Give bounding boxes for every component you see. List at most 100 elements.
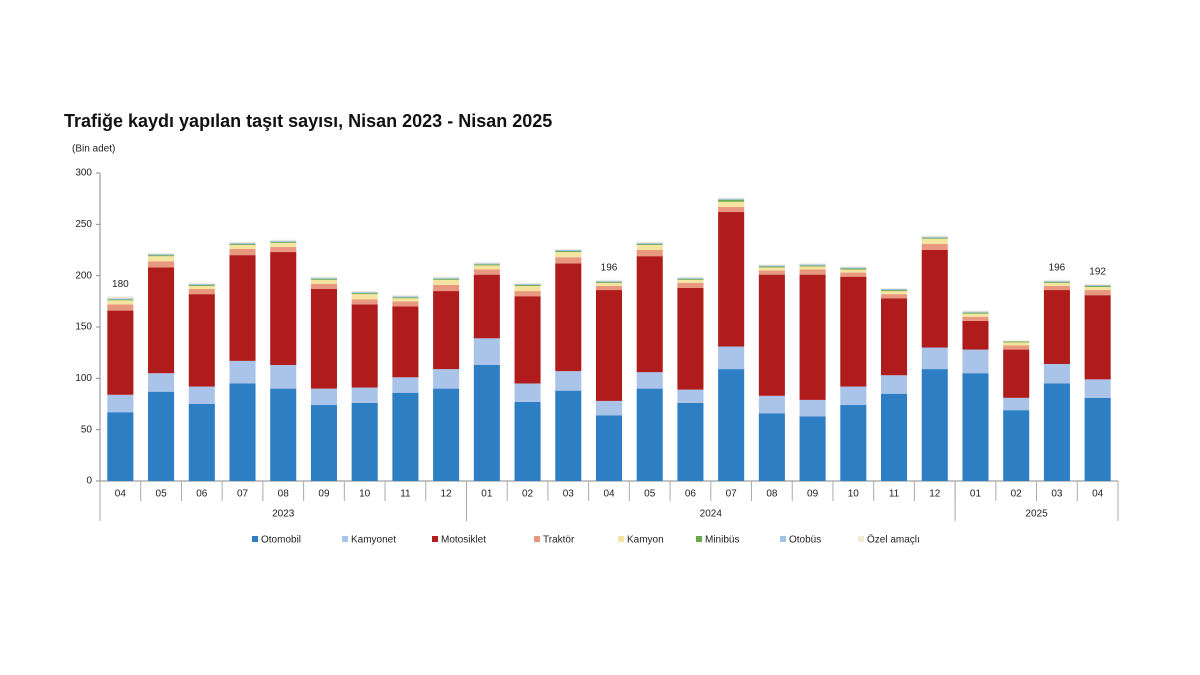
bar-segment — [107, 299, 134, 301]
bar-segment — [514, 284, 541, 286]
bar-segment — [636, 250, 663, 257]
legend-label: Motosiklet — [441, 535, 486, 546]
bar-segment — [270, 252, 297, 365]
bar-segment — [840, 268, 867, 270]
y-tick-label: 150 — [75, 322, 92, 333]
bar-segment — [351, 293, 378, 295]
bar-segment — [1003, 349, 1030, 398]
bar-segment — [758, 267, 785, 271]
bar-segment — [270, 242, 297, 247]
bar-segment — [840, 386, 867, 406]
bar-segment — [636, 388, 663, 481]
bar-segment — [636, 241, 663, 243]
bar-segment — [148, 261, 175, 268]
bar-segment — [677, 276, 704, 278]
bar-segment — [555, 250, 582, 252]
bar-segment — [921, 235, 948, 237]
bar-segment — [840, 269, 867, 273]
x-tick-label: 08 — [278, 489, 290, 500]
x-tick-label: 09 — [807, 489, 819, 500]
y-tick-label: 200 — [75, 270, 92, 281]
x-tick-label: 05 — [644, 489, 656, 500]
bar-segment — [1084, 290, 1111, 296]
bar-segment — [921, 238, 948, 244]
x-tick-label: 04 — [603, 489, 615, 500]
bar-segment — [473, 263, 500, 265]
bar-segment — [433, 278, 460, 280]
y-axis-label: (Bin adet) — [72, 144, 115, 155]
bar-segment — [310, 278, 337, 280]
bar-segment — [392, 301, 419, 307]
bar-segment — [229, 243, 256, 245]
legend-swatch — [858, 536, 864, 542]
bar-segment — [351, 402, 378, 481]
x-tick-label: 05 — [156, 489, 168, 500]
bar-segment — [270, 388, 297, 481]
bar-segment — [840, 405, 867, 481]
legend-swatch — [618, 536, 624, 542]
bar-segment — [718, 206, 745, 213]
bar-segment — [107, 300, 134, 305]
bar-segment — [351, 304, 378, 388]
bar-segment — [148, 255, 175, 257]
total-label: 196 — [1049, 262, 1066, 273]
total-label: 180 — [112, 279, 129, 290]
bar-segment — [881, 393, 908, 481]
bar-segment — [636, 244, 663, 250]
x-tick-label: 03 — [563, 489, 575, 500]
bar-segment — [148, 256, 175, 262]
bar-segment — [351, 291, 378, 293]
bar-segment — [148, 253, 175, 255]
bar-segment — [229, 255, 256, 361]
bar-segment — [229, 241, 256, 243]
bar-segment — [921, 237, 948, 239]
bar-segment — [392, 296, 419, 298]
legend-label: Traktör — [543, 535, 575, 546]
bar-segment — [270, 239, 297, 241]
legend-label: Minibüs — [705, 535, 739, 546]
bar-segment — [433, 291, 460, 370]
bar-segment — [310, 283, 337, 290]
bar-segment — [758, 413, 785, 481]
bar-segment — [881, 375, 908, 394]
bar-segment — [148, 267, 175, 374]
bar-segment — [351, 292, 378, 294]
bar-segment — [921, 250, 948, 348]
bar-segment — [310, 405, 337, 481]
bar-segment — [351, 294, 378, 300]
bar-segment — [718, 346, 745, 370]
x-tick-label: 10 — [848, 489, 860, 500]
bar-segment — [310, 276, 337, 278]
bar-segment — [229, 244, 256, 249]
bar-segment — [1043, 280, 1070, 282]
bar-segment — [107, 298, 134, 300]
bar-segment — [881, 294, 908, 299]
bar-segment — [636, 243, 663, 245]
bar-segment — [881, 291, 908, 295]
x-tick-label: 03 — [1051, 489, 1063, 500]
bar-segment — [188, 283, 215, 285]
bar-segment — [595, 279, 623, 281]
bar-segment — [310, 279, 337, 284]
bar-segment — [229, 383, 256, 481]
bar-segment — [881, 290, 908, 292]
bar-segment — [392, 392, 419, 481]
bar-segment — [921, 243, 948, 250]
bar-segment — [229, 248, 256, 256]
bar-segment — [758, 274, 785, 396]
bar-segment — [270, 241, 297, 243]
x-tick-label: 04 — [1092, 489, 1104, 500]
bar-segment — [1003, 341, 1030, 343]
bar-segment — [514, 383, 541, 402]
x-tick-label: 02 — [1011, 489, 1023, 500]
bar-segment — [188, 294, 215, 387]
bar-segment — [1084, 295, 1111, 380]
bar-segment — [595, 285, 623, 291]
bar-segment — [881, 298, 908, 376]
bar-segment — [270, 240, 297, 242]
bar-segment — [270, 246, 297, 253]
bar-segment — [107, 310, 134, 395]
x-group-label: 2025 — [1025, 509, 1048, 520]
bar-segment — [962, 311, 989, 313]
